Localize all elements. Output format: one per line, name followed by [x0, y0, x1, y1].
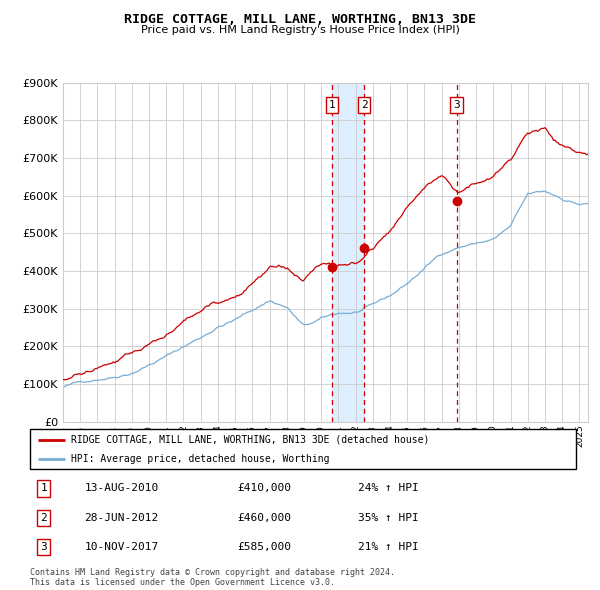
Text: 28-JUN-2012: 28-JUN-2012: [85, 513, 159, 523]
Text: 13-AUG-2010: 13-AUG-2010: [85, 483, 159, 493]
Text: 2: 2: [361, 100, 367, 110]
Text: 21% ↑ HPI: 21% ↑ HPI: [358, 542, 418, 552]
Text: 35% ↑ HPI: 35% ↑ HPI: [358, 513, 418, 523]
Text: Contains HM Land Registry data © Crown copyright and database right 2024.
This d: Contains HM Land Registry data © Crown c…: [30, 568, 395, 587]
Text: RIDGE COTTAGE, MILL LANE, WORTHING, BN13 3DE: RIDGE COTTAGE, MILL LANE, WORTHING, BN13…: [124, 13, 476, 26]
Text: HPI: Average price, detached house, Worthing: HPI: Average price, detached house, Wort…: [71, 454, 329, 464]
Text: 3: 3: [453, 100, 460, 110]
Text: 24% ↑ HPI: 24% ↑ HPI: [358, 483, 418, 493]
Text: 10-NOV-2017: 10-NOV-2017: [85, 542, 159, 552]
Text: Price paid vs. HM Land Registry's House Price Index (HPI): Price paid vs. HM Land Registry's House …: [140, 25, 460, 35]
Text: RIDGE COTTAGE, MILL LANE, WORTHING, BN13 3DE (detached house): RIDGE COTTAGE, MILL LANE, WORTHING, BN13…: [71, 435, 430, 445]
Text: 1: 1: [328, 100, 335, 110]
Text: £460,000: £460,000: [238, 513, 292, 523]
Text: 2: 2: [40, 513, 47, 523]
Text: £585,000: £585,000: [238, 542, 292, 552]
Text: 3: 3: [40, 542, 47, 552]
Text: £410,000: £410,000: [238, 483, 292, 493]
Bar: [332, 83, 364, 422]
Text: 1: 1: [40, 483, 47, 493]
